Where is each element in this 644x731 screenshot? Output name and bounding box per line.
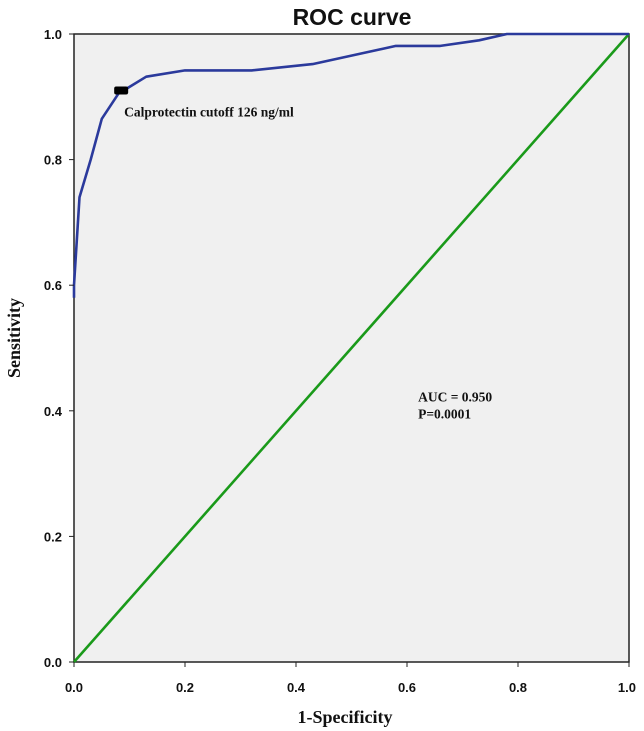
x-tick-label: 0.0 xyxy=(65,680,83,695)
y-tick-label: 1.0 xyxy=(44,27,62,42)
p-value-annotation: P=0.0001 xyxy=(418,406,471,421)
roc-curve-line xyxy=(72,32,629,298)
y-axis-label: Sensitivity xyxy=(4,298,24,378)
y-axis-label-group: Sensitivity xyxy=(4,298,24,378)
chart-marks xyxy=(72,32,630,663)
y-tick-label: 0.6 xyxy=(44,278,62,293)
y-tick-label: 0.8 xyxy=(44,153,62,168)
cutoff-marker xyxy=(114,86,129,95)
x-tick-label: 1.0 xyxy=(618,680,636,695)
chart-title: ROC curve xyxy=(293,4,412,30)
axis-ticks: 0.0 0.2 0.4 0.6 0.8 1.0 0.0 0.2 0.4 0.6 0.8 1.0 xyxy=(44,27,636,695)
x-tick-label: 0.8 xyxy=(509,680,527,695)
reference-diagonal-line xyxy=(73,33,630,663)
x-tick-label: 0.4 xyxy=(287,680,306,695)
x-tick-label: 0.6 xyxy=(398,680,416,695)
x-axis-label: 1-Specificity xyxy=(298,707,393,727)
y-tick-label: 0.2 xyxy=(44,529,62,544)
y-tick-label: 0.4 xyxy=(44,404,63,419)
x-tick-label: 0.2 xyxy=(176,680,194,695)
y-tick-label: 0.0 xyxy=(44,655,62,670)
auc-annotation: AUC = 0.950 xyxy=(418,389,492,404)
cutoff-annotation: Calprotectin cutoff 126 ng/ml xyxy=(124,105,294,120)
